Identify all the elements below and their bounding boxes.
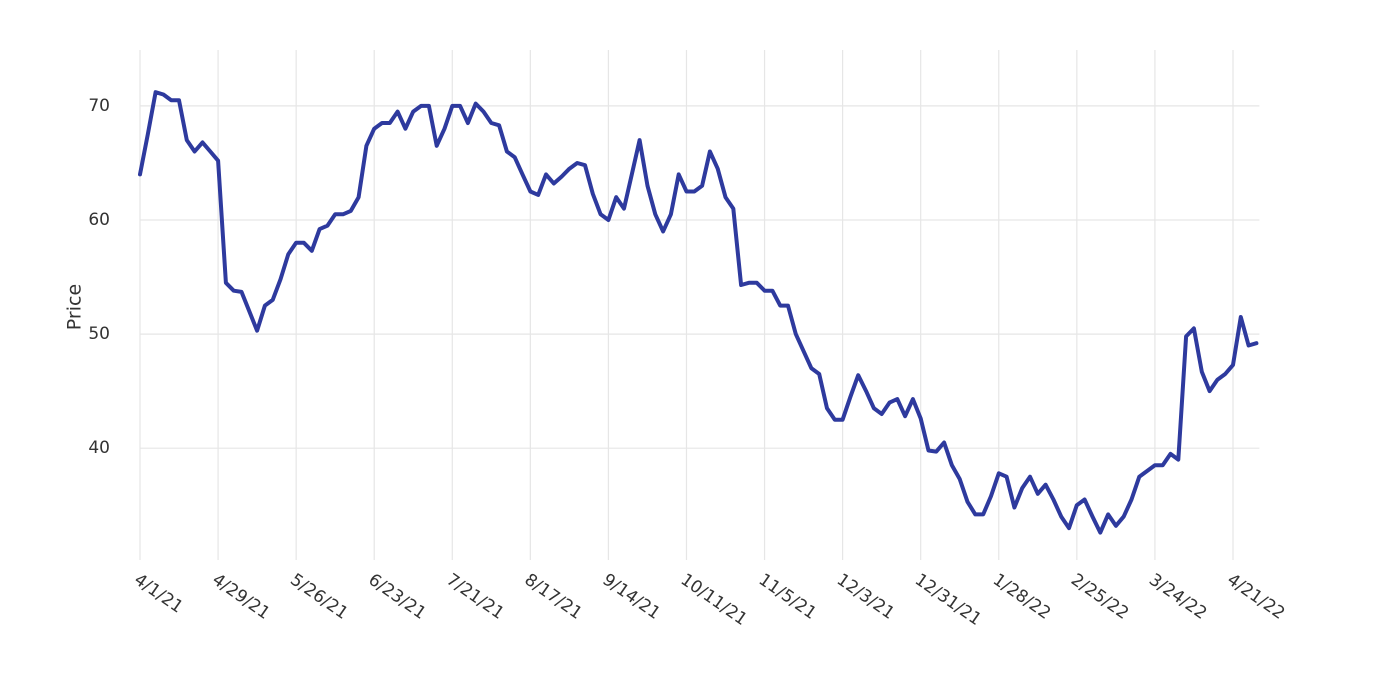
x-tick-label: 11/5/21 <box>755 570 820 624</box>
y-axis-label: Price <box>64 284 86 330</box>
x-tick-label: 8/17/21 <box>521 570 586 624</box>
x-tick-label: 4/1/21 <box>130 570 186 618</box>
x-tick-label: 5/26/21 <box>286 570 351 624</box>
x-tick-label: 4/29/21 <box>208 570 273 624</box>
x-tick-label: 1/28/22 <box>989 570 1054 624</box>
x-tick-label: 12/31/21 <box>911 570 985 630</box>
x-tick-label: 3/24/22 <box>1145 570 1210 624</box>
x-tick-label: 12/3/21 <box>833 570 898 624</box>
x-tick-label: 9/14/21 <box>599 570 664 624</box>
y-tick-label: 50 <box>88 324 110 344</box>
x-tick-label: 2/25/22 <box>1067 570 1132 624</box>
price-line <box>138 90 1259 535</box>
y-tick-label: 70 <box>88 96 110 116</box>
y-tick-label: 60 <box>88 210 110 230</box>
y-tick-label: 40 <box>88 438 110 458</box>
x-tick-label: 6/23/21 <box>364 570 429 624</box>
x-tick-label: 7/21/21 <box>443 570 508 624</box>
x-tick-label: 4/21/22 <box>1223 570 1288 624</box>
x-tick-label: 10/11/21 <box>677 570 751 630</box>
